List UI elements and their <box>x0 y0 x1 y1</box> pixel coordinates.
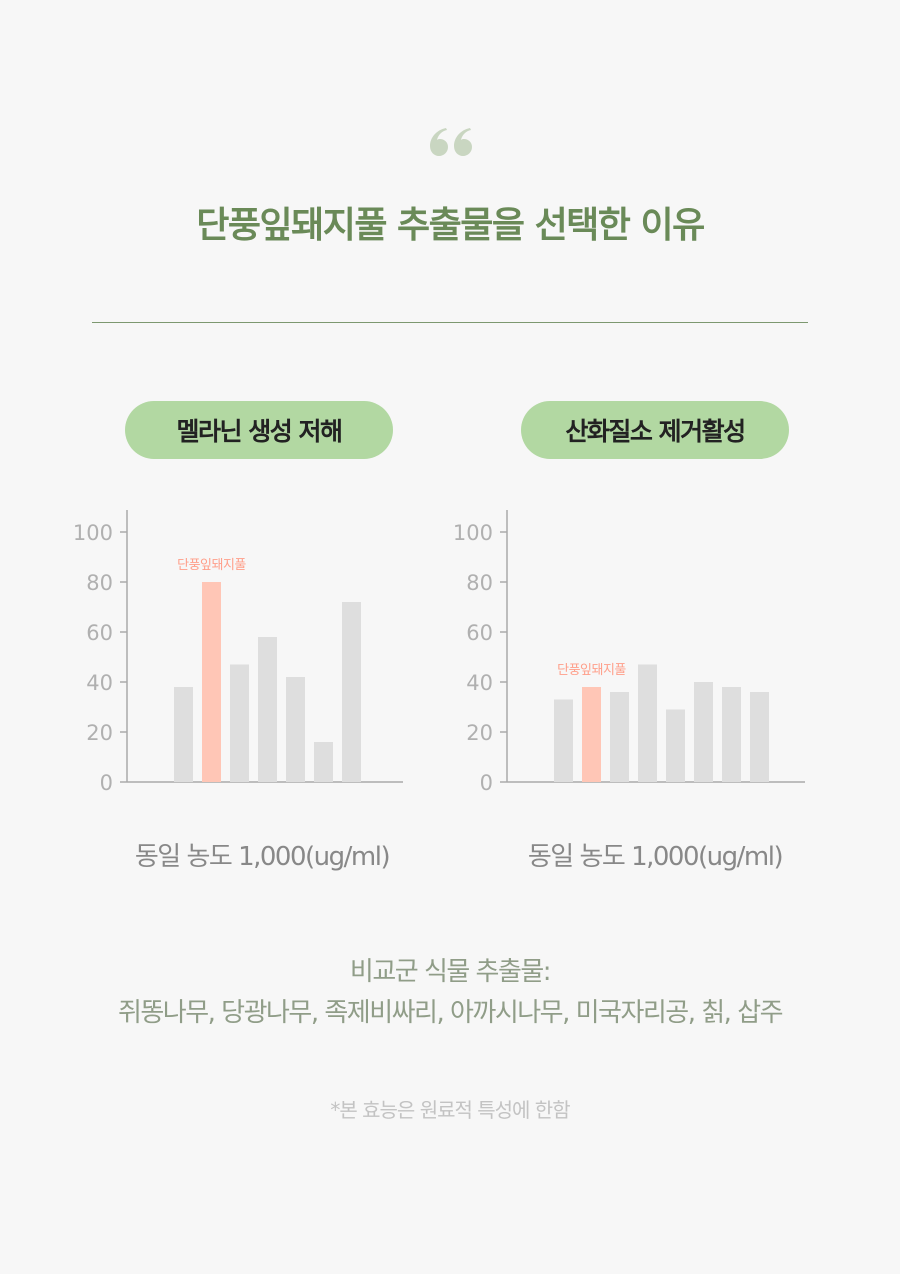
bar <box>258 637 277 782</box>
comparison-plants: 쥐똥나무, 당광나무, 족제비싸리, 아까시나무, 미국자리공, 칡, 삽주 <box>117 998 784 1028</box>
page-title: 단풍잎돼지풀 추출물을 선택한 이유 <box>196 205 705 246</box>
y-tick-label: 100 <box>453 521 493 545</box>
bar-highlight <box>582 687 601 782</box>
bar-highlight <box>202 582 221 782</box>
divider <box>92 322 808 323</box>
y-tick-label: 0 <box>480 771 493 795</box>
bar <box>174 687 193 782</box>
bar <box>638 664 657 782</box>
bar <box>554 699 573 782</box>
comparison-label: 비교군 식물 추출물: <box>349 957 552 987</box>
y-tick-label: 0 <box>100 771 113 795</box>
nitric-oxide-chart: 0 20 40 60 80 100 단풍잎돼지풀 <box>453 510 805 795</box>
y-tick-label: 40 <box>466 671 493 695</box>
bar-annotation: 단풍잎돼지풀 <box>177 558 246 573</box>
bar <box>230 664 249 782</box>
chart-title-nitric-oxide: 산화질소 제거활성 <box>521 401 789 459</box>
chart-title-melanin: 멜라닌 생성 저해 <box>125 401 393 459</box>
bar <box>750 692 769 782</box>
bar <box>314 742 333 782</box>
melanin-chart: 0 20 40 60 80 100 단풍잎돼지풀 <box>73 510 403 795</box>
chart-caption-right: 동일 농도 1,000(ug/ml) <box>527 842 784 872</box>
bar <box>694 682 713 782</box>
bar <box>286 677 305 782</box>
y-tick-label: 60 <box>466 621 493 645</box>
y-tick-label: 40 <box>86 671 113 695</box>
double-quote-icon <box>0 120 900 166</box>
y-tick-label: 20 <box>86 721 113 745</box>
y-tick-label: 60 <box>86 621 113 645</box>
y-tick-label: 20 <box>466 721 493 745</box>
bar <box>342 602 361 782</box>
bar-annotation: 단풍잎돼지풀 <box>557 663 626 678</box>
y-tick-label: 100 <box>73 521 113 545</box>
bar <box>722 687 741 782</box>
bar <box>666 709 685 782</box>
footnote: *본 효능은 원료적 특성에 한함 <box>330 1098 570 1122</box>
y-tick-label: 80 <box>466 571 493 595</box>
chart-caption-left: 동일 농도 1,000(ug/ml) <box>134 842 391 872</box>
bar <box>610 692 629 782</box>
y-tick-label: 80 <box>86 571 113 595</box>
comparison-note: 비교군 식물 추출물: 쥐똥나무, 당광나무, 족제비싸리, 아까시나무, 미국… <box>0 952 900 1034</box>
